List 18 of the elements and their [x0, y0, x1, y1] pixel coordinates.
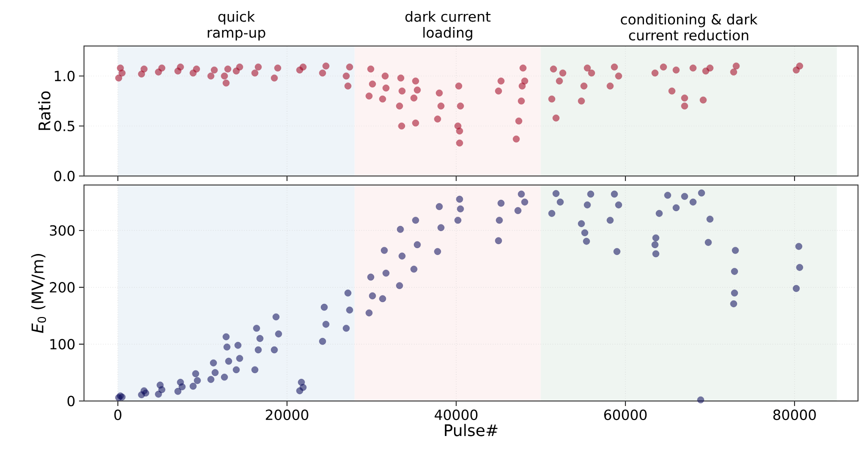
y-axis-title: Ratio	[38, 91, 50, 130]
band-label: quick ramp-up	[208, 11, 266, 40]
x-tick-label: 80000	[773, 410, 816, 420]
y-tick-label: 100	[50, 338, 75, 350]
band-label: dark current loading	[405, 11, 491, 40]
x-tick-label: 20000	[266, 410, 308, 420]
x-axis-title: Pulse#	[444, 424, 498, 436]
y-tick-label: 300	[50, 225, 75, 236]
x-tick-label: 0	[114, 410, 122, 420]
band-label: conditioning & dark current reduction	[620, 14, 758, 40]
x-tick-label: 40000	[434, 410, 478, 420]
y-tick-label: 0	[68, 396, 75, 406]
y-tick-label: 1.0	[54, 70, 75, 82]
x-tick-label: 60000	[604, 410, 647, 420]
y-tick-label: 0.0	[54, 170, 75, 182]
y-tick-label: 200	[50, 282, 75, 293]
y-axis-title: E$_{0}$ (MV/m)	[31, 254, 46, 333]
y-tick-label: 0.5	[54, 120, 74, 132]
